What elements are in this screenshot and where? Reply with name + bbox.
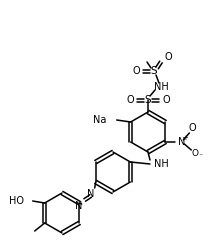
Text: NH: NH	[154, 159, 169, 169]
Text: S: S	[151, 66, 157, 76]
Text: O: O	[132, 66, 140, 76]
Text: N: N	[75, 201, 82, 211]
Text: N: N	[178, 137, 185, 147]
Text: O: O	[162, 95, 170, 105]
Text: O: O	[188, 123, 196, 133]
Text: HO: HO	[9, 196, 24, 206]
Text: O: O	[192, 150, 199, 158]
Text: O: O	[164, 52, 172, 62]
Text: O: O	[126, 95, 134, 105]
Text: NH: NH	[154, 82, 168, 92]
Text: N: N	[87, 189, 94, 199]
Text: ⁻: ⁻	[198, 152, 203, 160]
Text: +: +	[182, 135, 188, 141]
Text: S: S	[145, 95, 151, 105]
Text: Na: Na	[93, 115, 107, 125]
